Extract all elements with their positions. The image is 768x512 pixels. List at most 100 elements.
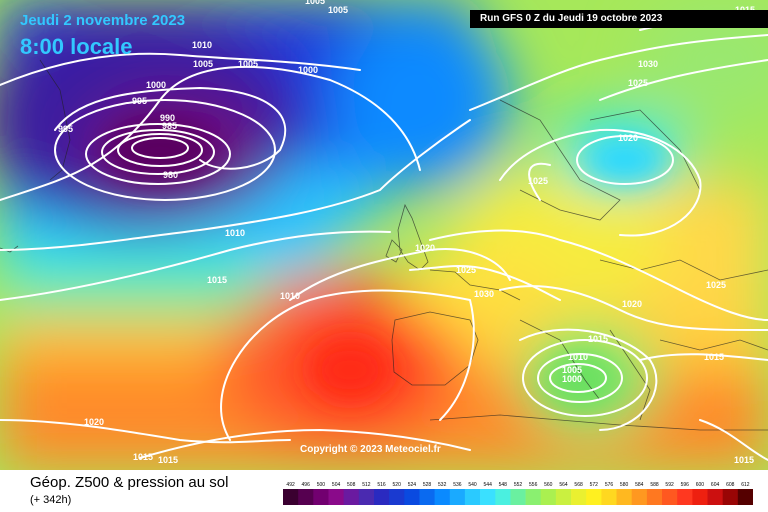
- legend-tick-label: 532: [438, 482, 447, 488]
- legend-swatch: [343, 489, 360, 505]
- pressure-label: 1015: [704, 352, 724, 362]
- legend-swatch: [677, 489, 693, 505]
- pressure-label: 1000: [298, 65, 318, 75]
- legend-swatch: [464, 489, 481, 505]
- legend-swatch: [662, 489, 678, 505]
- legend-swatch: [404, 489, 420, 505]
- legend-tick-label: 492: [286, 482, 295, 488]
- legend-tick-label: 500: [317, 482, 326, 488]
- pressure-label: 1010: [568, 352, 588, 362]
- legend-swatch: [601, 489, 617, 505]
- pressure-label: 1005: [193, 59, 213, 69]
- legend-tick-label: 596: [681, 482, 690, 488]
- copyright-notice: Copyright © 2023 Meteociel.fr: [300, 444, 441, 455]
- pressure-label: 1015: [734, 455, 754, 465]
- legend-tick-label: 560: [544, 482, 553, 488]
- legend-swatch: [692, 489, 708, 505]
- legend-swatch: [540, 489, 557, 505]
- legend-swatch: [374, 489, 390, 505]
- legend-tick-label: 524: [408, 482, 417, 488]
- pressure-label: 985: [162, 121, 177, 131]
- coastlines: [0, 59, 768, 431]
- pressure-label: 1025: [456, 265, 476, 275]
- forecast-time: 8:00 locale: [20, 34, 133, 59]
- legend-tick-label: 604: [711, 482, 720, 488]
- legend-tick-label: 608: [726, 482, 735, 488]
- pressure-label: 1000: [562, 374, 582, 384]
- legend-tick-label: 552: [514, 482, 523, 488]
- legend-swatch: [495, 489, 511, 505]
- legend-swatch: [707, 489, 723, 505]
- legend-swatch: [313, 489, 329, 505]
- legend-swatch: [737, 489, 753, 505]
- legend-swatch: [586, 489, 602, 505]
- legend-swatch: [419, 489, 435, 505]
- pressure-label: 1030: [638, 59, 658, 69]
- legend-tick-label: 572: [590, 482, 599, 488]
- pressure-label: 1015: [207, 275, 227, 285]
- legend-swatch: [283, 489, 299, 505]
- legend-tick-label: 556: [529, 482, 538, 488]
- legend-tick-label: 576: [605, 482, 614, 488]
- legend-tick-label: 516: [377, 482, 386, 488]
- pressure-label: 1020: [618, 133, 638, 143]
- legend-tick-label: 568: [574, 482, 583, 488]
- pressure-label: 1005: [238, 59, 258, 69]
- legend-tick-label: 564: [559, 482, 568, 488]
- legend-tick-label: 540: [468, 482, 477, 488]
- geopotential-field: [0, 0, 768, 470]
- pressure-label: 1005: [328, 5, 348, 15]
- run-info-banner: Run GFS 0 Z du Jeudi 19 octobre 2023: [470, 10, 768, 28]
- legend-tick-label: 544: [484, 482, 493, 488]
- legend-swatch: [449, 489, 466, 505]
- pressure-label: 1005: [562, 365, 582, 375]
- legend-swatch: [480, 489, 496, 505]
- pressure-label: 1010: [192, 40, 212, 50]
- legend-swatch: [510, 489, 526, 505]
- pressure-label: 980: [163, 170, 178, 180]
- legend-tick-label: 584: [635, 482, 644, 488]
- legend-swatch: [298, 489, 314, 505]
- legend-tick-label: 508: [347, 482, 356, 488]
- legend-swatch: [525, 489, 542, 505]
- legend-tick-label: 512: [362, 482, 371, 488]
- legend-swatch: [616, 489, 632, 505]
- pressure-label: 1010: [280, 291, 300, 301]
- pressure-label: 1015: [588, 334, 608, 344]
- pressure-label: 990: [160, 113, 175, 123]
- legend-tick-label: 612: [741, 482, 750, 488]
- pressure-label: 1020: [415, 243, 435, 253]
- legend-swatch: [631, 489, 648, 505]
- pressure-label: 1025: [528, 176, 548, 186]
- pressure-labels: 1005 1005 1010 1005 1005 1000 1000 995 9…: [58, 0, 755, 465]
- pressure-label: 995: [132, 96, 147, 106]
- legend-tick-label: 520: [393, 482, 402, 488]
- color-scale-legend: 492 496 500 504 508 512 516 520 524 528 532 536 540 5…: [283, 482, 753, 505]
- pressure-label: 1020: [84, 417, 104, 427]
- legend-swatch: [555, 489, 572, 505]
- pressure-label: 1005: [305, 0, 325, 6]
- pressure-label: 1000: [146, 80, 166, 90]
- forecast-map: 1005 1005 1010 1005 1005 1000 1000 995 9…: [0, 0, 768, 470]
- product-title: Géop. Z500 & pression au sol: [30, 474, 229, 491]
- pressure-label: 1010: [225, 228, 245, 238]
- legend-tick-label: 536: [453, 482, 462, 488]
- lead-time: (+ 342h): [30, 494, 72, 506]
- legend-tick-label: 548: [499, 482, 508, 488]
- legend-swatch: [328, 489, 344, 505]
- legend-swatch: [571, 489, 587, 505]
- pressure-label: 1030: [474, 289, 494, 299]
- legend-tick-label: 588: [650, 482, 659, 488]
- forecast-date: Jeudi 2 novembre 2023: [20, 12, 186, 29]
- pressure-label: 1025: [628, 78, 648, 88]
- legend-swatch: [358, 489, 375, 505]
- legend-tick-label: 504: [332, 482, 341, 488]
- legend-tick-label: 600: [696, 482, 705, 488]
- legend-tick-label: 592: [665, 482, 674, 488]
- legend-swatch: [722, 489, 739, 505]
- legend-tick-label: 528: [423, 482, 432, 488]
- legend-swatch: [434, 489, 451, 505]
- pressure-label: 1025: [706, 280, 726, 290]
- legend-tick-label: 496: [302, 482, 311, 488]
